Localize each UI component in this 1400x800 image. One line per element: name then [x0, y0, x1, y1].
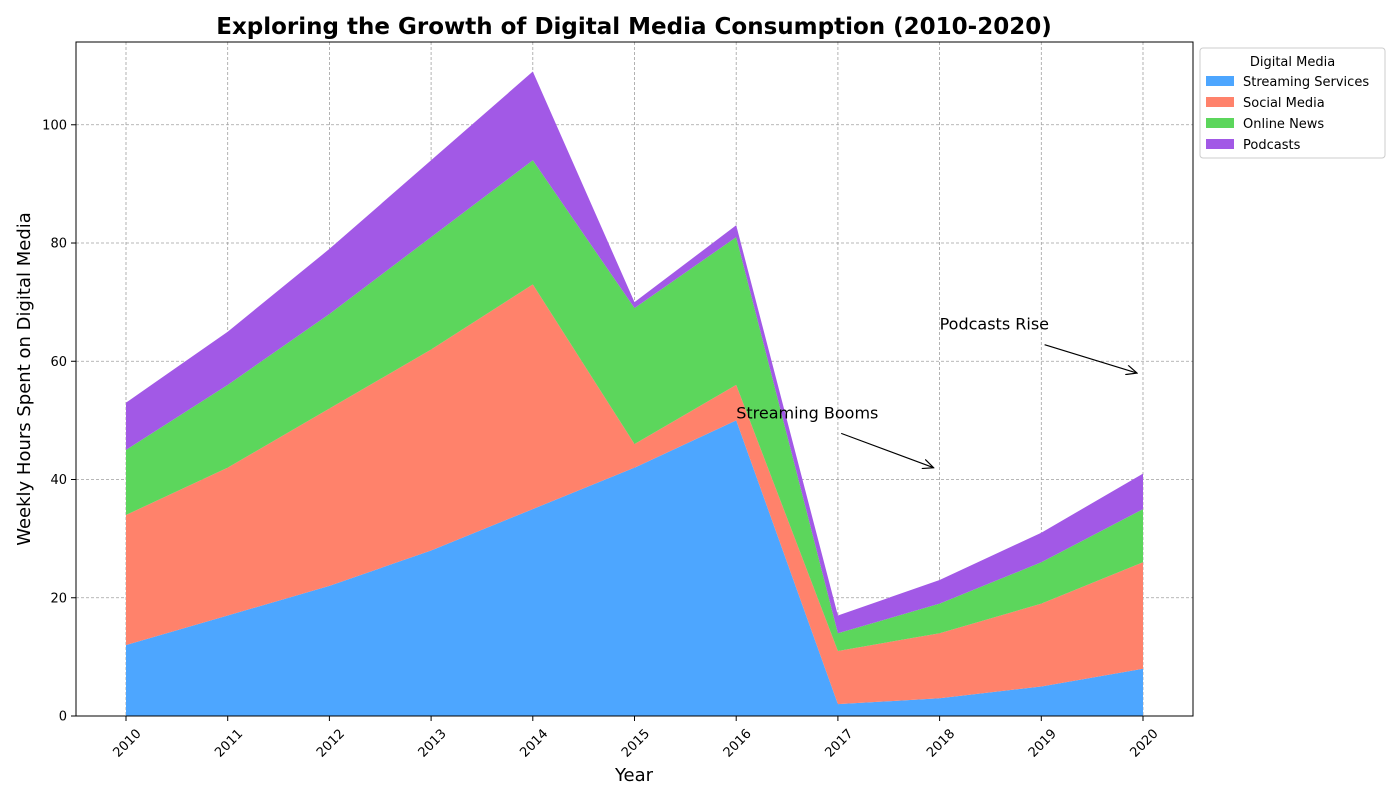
x-tick-label: 2011: [212, 727, 246, 761]
legend-title: Digital Media: [1250, 55, 1335, 70]
legend-swatch: [1206, 76, 1234, 86]
annotations: Streaming Booms Podcasts Rise: [736, 315, 1137, 468]
legend-box: [1199, 47, 1386, 159]
y-tick-label: 100: [42, 118, 67, 133]
x-axis-label: Year: [614, 765, 654, 786]
x-tick-label: 2016: [721, 727, 755, 761]
area-series-online-news: [126, 160, 1143, 651]
x-tick-label: 2018: [924, 727, 958, 761]
x-tick-label: 2010: [111, 727, 145, 761]
area-series-streaming-services: [126, 420, 1143, 716]
annotation-podcasts-rise: Podcasts Rise: [940, 315, 1049, 334]
x-tick-label: 2019: [1026, 727, 1060, 761]
legend-swatch: [1206, 97, 1234, 107]
y-tick-label: 40: [50, 473, 67, 488]
chart-title: Exploring the Growth of Digital Media Co…: [216, 14, 1052, 40]
annotation-streaming-booms: Streaming Booms: [736, 403, 878, 422]
area-series-group: [126, 71, 1143, 716]
x-axis: 2010 2011 2012 2013 2014 2015 2016 2017 2018 2019…: [111, 716, 1162, 761]
annotation-arrow: [841, 432, 933, 467]
y-tick-label: 80: [50, 237, 67, 252]
legend-swatch: [1206, 139, 1234, 149]
y-tick-label: 0: [59, 710, 67, 725]
legend-entry: Social Media: [1243, 96, 1325, 111]
legend: Digital Media Streaming Services Social Me…: [1199, 47, 1386, 159]
y-axis: 0 20 40 60 80 100: [42, 118, 76, 725]
x-tick-label: 2015: [619, 727, 653, 761]
x-tick-label: 2014: [517, 727, 551, 761]
legend-entry: Streaming Services: [1243, 75, 1369, 90]
area-series-podcasts: [126, 71, 1143, 634]
annotation-arrow: [1044, 344, 1137, 373]
x-tick-label: 2012: [314, 727, 348, 761]
legend-swatch: [1206, 118, 1234, 128]
y-axis-label: Weekly Hours Spent on Digital Media: [14, 212, 35, 546]
y-tick-label: 20: [50, 591, 67, 606]
legend-entry: Online News: [1243, 117, 1324, 132]
area-series-social-media: [126, 284, 1143, 705]
x-tick-label: 2017: [822, 727, 856, 761]
x-tick-label: 2020: [1128, 727, 1162, 761]
legend-entry: Podcasts: [1243, 138, 1301, 153]
x-tick-label: 2013: [416, 727, 450, 761]
y-tick-label: 60: [50, 355, 67, 370]
